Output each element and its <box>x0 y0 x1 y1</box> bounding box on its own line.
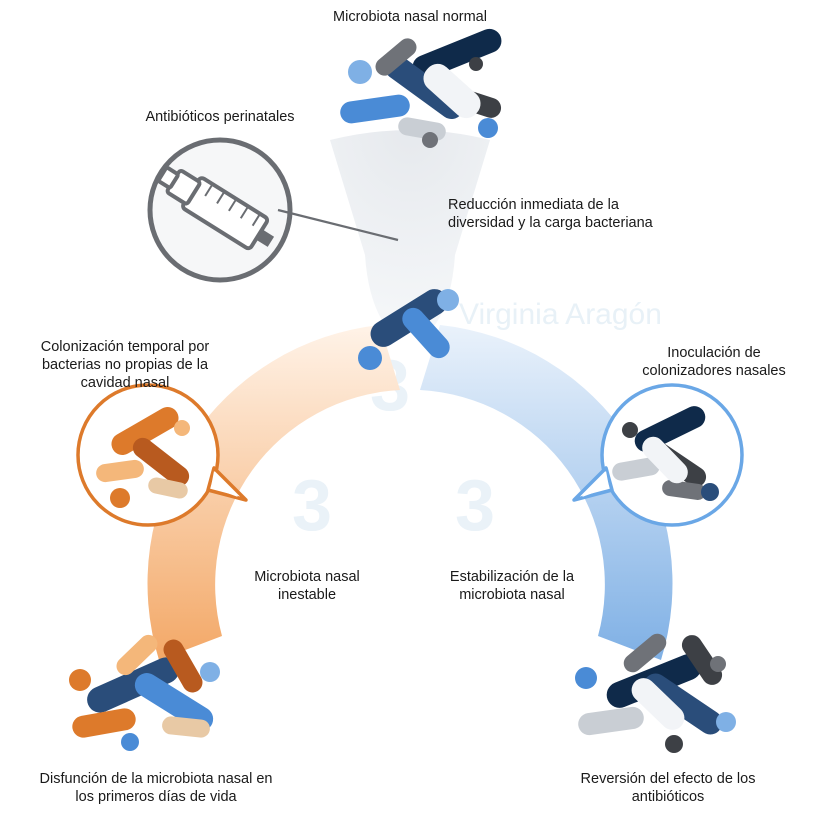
lc2: bacterias no propias de la <box>42 357 208 373</box>
diagram-svg <box>0 0 820 820</box>
cluster-top <box>339 25 505 148</box>
label-antibiotics: Antibióticos perinatales <box>130 108 310 126</box>
rv1: Reversión del efecto de los <box>581 771 756 787</box>
cluster-bottom-left <box>69 631 220 751</box>
ri2: colonizadores nasales <box>642 363 785 379</box>
label-reduction: Reducción inmediata de la diversidad y l… <box>448 196 678 232</box>
label-left-colon: Colonización temporal por bacterias no p… <box>20 338 230 392</box>
cluster-bottom-right <box>575 630 736 753</box>
label-top-title: Microbiota nasal normal <box>310 8 510 26</box>
label-stable: Estabilización de la microbiota nasal <box>432 568 592 604</box>
label-revert: Reversión del efecto de los antibióticos <box>548 770 788 806</box>
st1: Estabilización de la <box>450 569 574 585</box>
lc3: cavidad nasal <box>81 375 170 391</box>
lr1: Reducción inmediata de la <box>448 197 619 213</box>
df1: Disfunción de la microbiota nasal en <box>40 771 273 787</box>
df2: los primeros días de vida <box>75 789 236 805</box>
rv2: antibióticos <box>632 789 705 805</box>
label-dysfunction: Disfunción de la microbiota nasal en los… <box>16 770 296 806</box>
st2: microbiota nasal <box>459 587 565 603</box>
lr2: diversidad y la carga bacteriana <box>448 215 653 231</box>
label-right-inoc: Inoculación de colonizadores nasales <box>624 344 804 380</box>
un1: Microbiota nasal <box>254 569 360 585</box>
un2: inestable <box>278 587 336 603</box>
label-unstable: Microbiota nasal inestable <box>232 568 382 604</box>
ri1: Inoculación de <box>667 345 761 361</box>
lc1: Colonización temporal por <box>41 339 209 355</box>
